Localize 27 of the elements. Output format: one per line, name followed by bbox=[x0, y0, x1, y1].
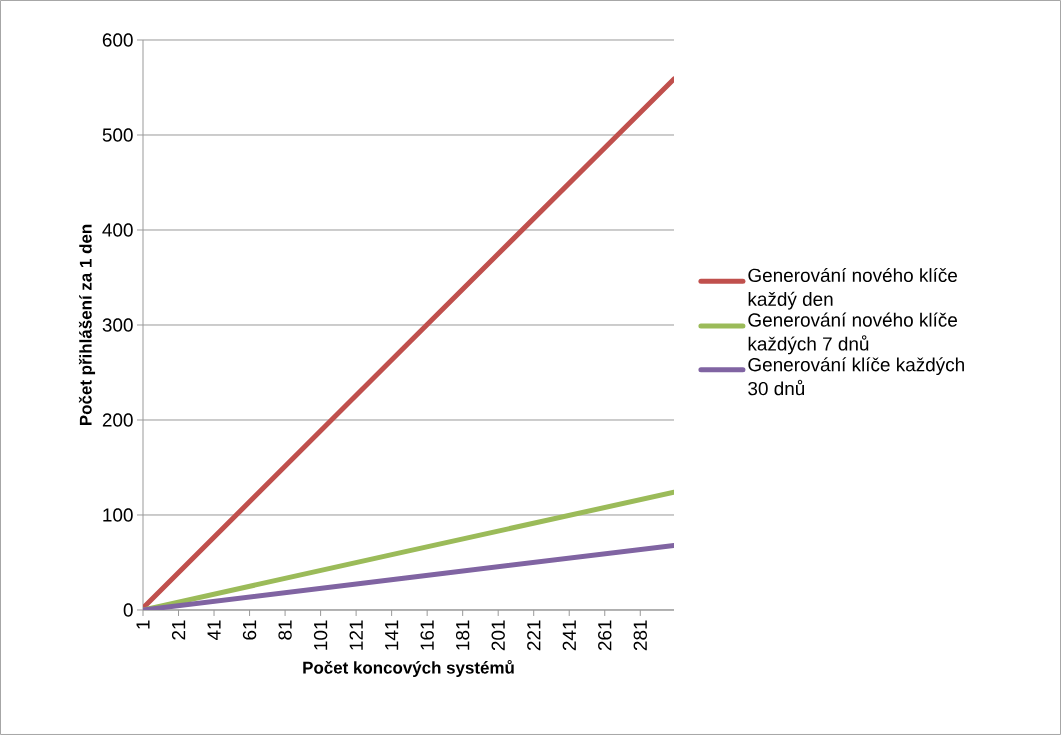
x-tick-label: 181 bbox=[455, 620, 470, 650]
y-tick-label: 0 bbox=[123, 603, 133, 617]
x-tick-label: 161 bbox=[420, 620, 434, 650]
x-tick-label: 121 bbox=[349, 620, 363, 650]
x-tick-label: 21 bbox=[171, 620, 186, 640]
x-tick-label: 61 bbox=[242, 620, 257, 640]
y-tick-label: 400 bbox=[102, 223, 133, 237]
x-tick-label: 141 bbox=[385, 620, 399, 650]
y-tick-label: 200 bbox=[102, 413, 133, 427]
legend-label: Generování nového klíče každých 7 dnů bbox=[748, 312, 957, 355]
x-tick-label: 261 bbox=[598, 620, 612, 651]
x-tick-label: 201 bbox=[491, 620, 505, 651]
legend-label: Generování klíče každých 30 dnů bbox=[748, 357, 964, 396]
legend-label: Generování nového klíče každý den bbox=[748, 267, 957, 310]
x-tick-label: 81 bbox=[278, 620, 292, 640]
x-tick-label: 221 bbox=[527, 620, 541, 651]
x-tick-label: 101 bbox=[313, 620, 328, 650]
y-tick-label: 500 bbox=[102, 128, 133, 142]
y-tick-label: 100 bbox=[103, 508, 133, 522]
x-tick-label: 281 bbox=[633, 620, 647, 651]
y-axis-title: Počet přihlášení za 1 den bbox=[78, 224, 96, 426]
y-tick-label: 600 bbox=[102, 33, 133, 47]
x-tick-label: 41 bbox=[207, 620, 221, 641]
x-tick-label: 241 bbox=[562, 620, 576, 651]
x-axis-title: Počet koncových systémů bbox=[303, 659, 514, 678]
x-tick-label: 1 bbox=[136, 620, 150, 629]
y-tick-label: 300 bbox=[102, 318, 133, 332]
